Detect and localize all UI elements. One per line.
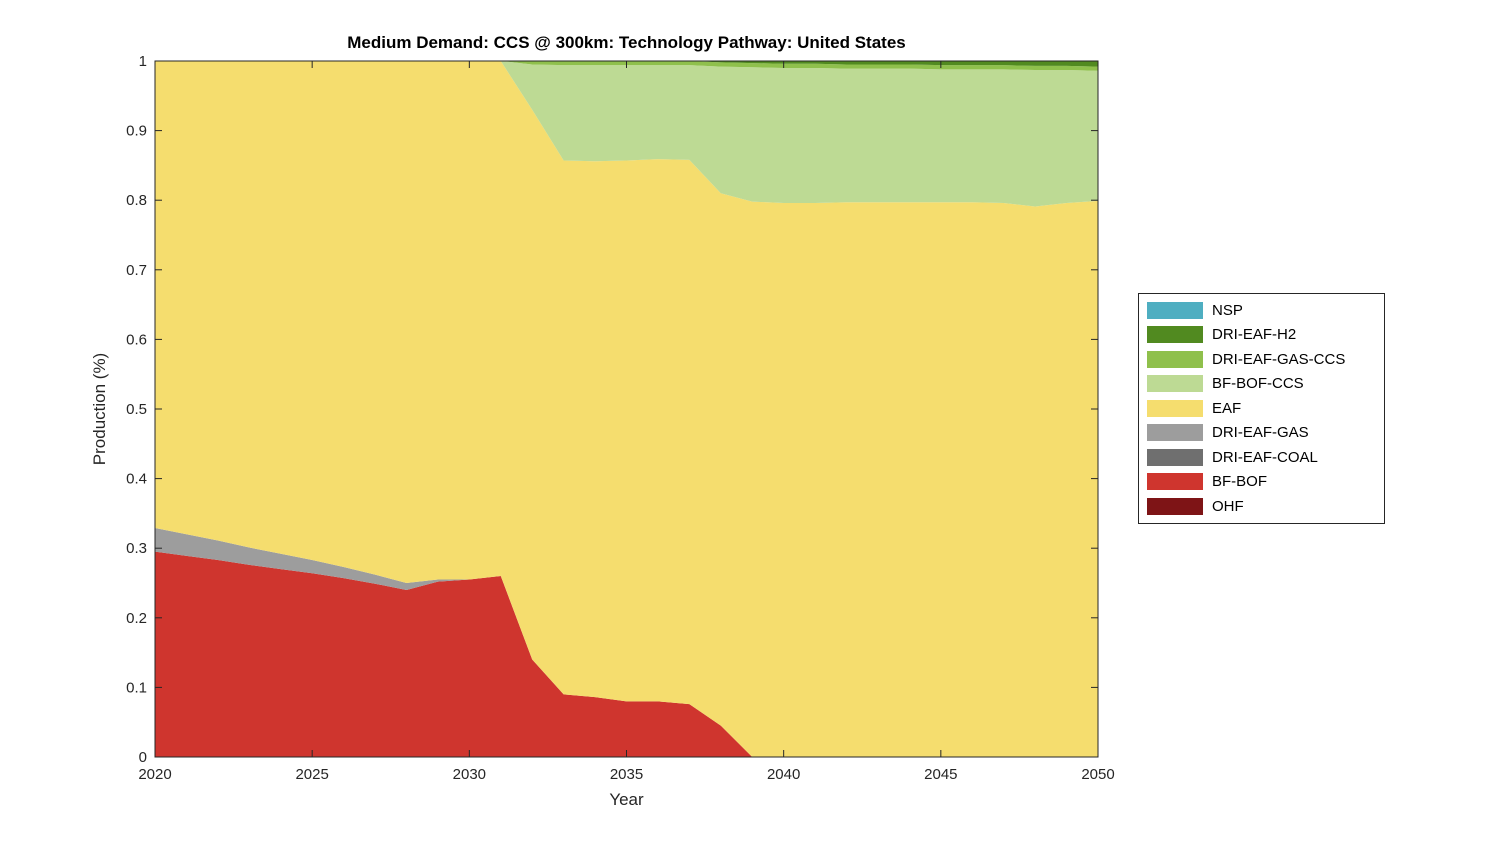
legend-item-nsp: NSP — [1139, 298, 1384, 323]
legend-label: DRI-EAF-GAS — [1212, 424, 1309, 442]
legend-item-bf-bof-ccs: BF-BOF-CCS — [1139, 372, 1384, 397]
chart-title: Medium Demand: CCS @ 300km: Technology P… — [347, 33, 906, 52]
y-tick-label: 0 — [139, 749, 147, 766]
legend-item-dri-eaf-h2: DRI-EAF-H2 — [1139, 323, 1384, 348]
legend-swatch-dri-eaf-gas-ccs — [1147, 350, 1203, 368]
legend-item-dri-eaf-gas: DRI-EAF-GAS — [1139, 421, 1384, 446]
legend-swatch-dri-eaf-gas — [1147, 424, 1203, 442]
legend-label: DRI-EAF-H2 — [1212, 326, 1297, 344]
legend-item-dri-eaf-gas-ccs: DRI-EAF-GAS-CCS — [1139, 347, 1384, 372]
legend-item-dri-eaf-coal: DRI-EAF-COAL — [1139, 445, 1384, 470]
area-dri-eaf-h2 — [155, 61, 1098, 67]
legend-item-eaf: EAF — [1139, 396, 1384, 421]
y-tick-label: 0.2 — [126, 610, 147, 627]
legend-label: NSP — [1212, 301, 1243, 319]
legend-item-bf-bof: BF-BOF — [1139, 470, 1384, 495]
x-tick-label: 2045 — [924, 766, 957, 783]
area-dri-eaf-gas-ccs — [155, 61, 1098, 71]
x-tick-label: 2035 — [610, 766, 643, 783]
legend-swatch-ohf — [1147, 497, 1203, 515]
legend-swatch-dri-eaf-h2 — [1147, 326, 1203, 344]
area-bf-bof-ccs — [155, 61, 1098, 207]
area-dri-eaf-gas — [155, 528, 1098, 757]
legend-label: OHF — [1212, 497, 1244, 515]
y-tick-label: 1 — [139, 53, 147, 70]
y-tick-label: 0.1 — [126, 679, 147, 696]
legend-label: DRI-EAF-GAS-CCS — [1212, 350, 1346, 368]
legend-label: DRI-EAF-COAL — [1212, 448, 1318, 466]
legend-item-ohf: OHF — [1139, 494, 1384, 519]
y-tick-label: 0.5 — [126, 401, 147, 418]
legend-label: BF-BOF — [1212, 473, 1267, 491]
legend-swatch-bf-bof — [1147, 473, 1203, 491]
area-bf-bof — [155, 551, 1098, 757]
legend-swatch-bf-bof-ccs — [1147, 375, 1203, 393]
x-tick-label: 2040 — [767, 766, 800, 783]
legend: NSP DRI-EAF-H2 DRI-EAF-GAS-CCS BF-BOF-CCS EA… — [1138, 293, 1385, 524]
area-eaf — [155, 61, 1098, 757]
x-tick-label: 2030 — [453, 766, 486, 783]
legend-label: EAF — [1212, 399, 1242, 417]
x-tick-label: 2025 — [295, 766, 328, 783]
y-tick-label: 0.7 — [126, 262, 147, 279]
y-tick-label: 0.3 — [126, 540, 147, 557]
legend-swatch-eaf — [1147, 399, 1203, 417]
y-tick-label: 0.8 — [126, 192, 147, 209]
x-tick-label: 2050 — [1081, 766, 1114, 783]
y-tick-label: 0.9 — [126, 123, 147, 140]
y-tick-label: 0.4 — [126, 471, 147, 488]
x-tick-label: 2020 — [138, 766, 171, 783]
y-tick-label: 0.6 — [126, 331, 147, 348]
legend-swatch-dri-eaf-coal — [1147, 448, 1203, 466]
legend-label: BF-BOF-CCS — [1212, 375, 1304, 393]
legend-swatch-nsp — [1147, 301, 1203, 319]
x-axis-label: Year — [609, 790, 644, 809]
